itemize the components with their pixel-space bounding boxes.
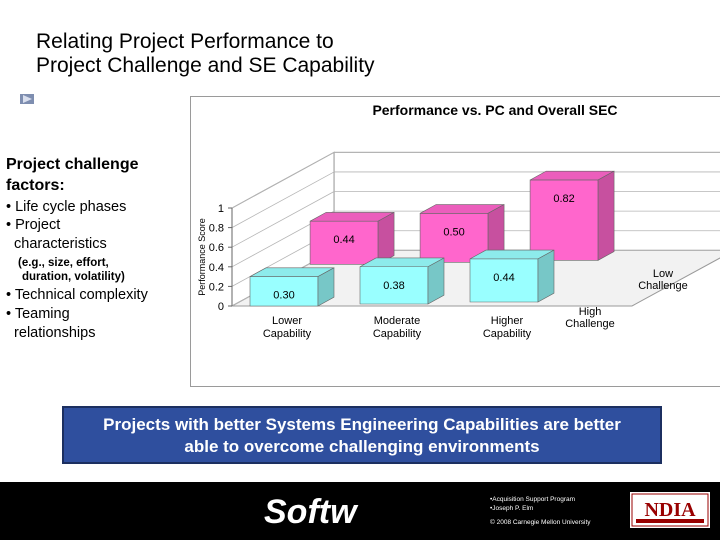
bullet-arrow-icon bbox=[20, 94, 34, 104]
series-label-low: Low bbox=[653, 268, 673, 280]
software-logo-text: Softw bbox=[264, 495, 359, 527]
challenge-factor-item: • Technical complexity bbox=[6, 286, 186, 305]
chart-title: Performance vs. PC and Overall SEC bbox=[372, 102, 617, 118]
challenge-factor-line: • Project bbox=[6, 217, 61, 233]
gridline-side bbox=[231, 191, 335, 248]
challenge-factor-item: • Life cycle phases bbox=[6, 198, 186, 217]
category-label: Moderate bbox=[374, 315, 420, 327]
series-label-low: Challenge bbox=[638, 280, 688, 292]
callout-line-2: able to overcome challenging environment… bbox=[184, 437, 540, 456]
ndia-logo: NDIA bbox=[630, 492, 710, 528]
callout-line-1: Projects with better Systems Engineering… bbox=[103, 415, 621, 434]
y-tick-label: 0.6 bbox=[209, 242, 224, 254]
bar-side bbox=[377, 211, 395, 265]
bar-value-label: 0.44 bbox=[333, 234, 354, 246]
y-tick-label: 0.2 bbox=[209, 281, 224, 293]
sidebar-heading: Project challenge factors: bbox=[6, 154, 181, 196]
challenge-factor-line: relationships bbox=[6, 325, 96, 341]
title-line-2: Project Challenge and SE Capability bbox=[36, 54, 375, 77]
challenge-factor-line: duration, volatility) bbox=[22, 271, 125, 283]
bar-side bbox=[597, 170, 615, 261]
conclusion-callout: Projects with better Systems Engineering… bbox=[62, 406, 662, 464]
category-label: Capability bbox=[483, 328, 532, 340]
bar-side bbox=[427, 257, 445, 305]
y-tick-label: 0.4 bbox=[209, 262, 224, 274]
challenge-factor-line: characteristics bbox=[6, 236, 107, 252]
bar-value-label: 0.44 bbox=[493, 272, 514, 284]
bar-value-label: 0.50 bbox=[443, 226, 464, 238]
footer-note-3: © 2008 Carnegie Mellon University bbox=[490, 519, 591, 526]
challenge-factor-line: • Teaming bbox=[6, 306, 70, 322]
bar-value-label: 0.30 bbox=[273, 290, 294, 302]
category-label: Capability bbox=[263, 328, 312, 340]
y-tick-label: 0.8 bbox=[209, 223, 224, 235]
sidebar-heading-line-1: Project challenge bbox=[6, 156, 139, 173]
challenge-factor-line: (e.g., size, effort, bbox=[18, 257, 109, 269]
challenge-factor-item: • Teaming relationships bbox=[6, 305, 186, 343]
y-tick-label: 1 bbox=[218, 203, 224, 215]
software-logo: Softw bbox=[264, 495, 359, 527]
footer-note-2: •Joseph P. Elm bbox=[490, 505, 534, 512]
performance-chart: 0 0.2 0.4 0.6 0.8 1 Performance Score Performan… bbox=[197, 102, 720, 340]
y-tick-label: 0 bbox=[218, 301, 224, 313]
slide-title: Relating Project Performance to Project … bbox=[36, 30, 556, 78]
challenge-factor-line: • Technical complexity bbox=[6, 287, 148, 303]
category-label: Lower bbox=[272, 315, 302, 327]
bar-value-label: 0.38 bbox=[383, 280, 404, 292]
y-axis-label: Performance Score bbox=[197, 218, 207, 296]
challenge-factor-line: • Life cycle phases bbox=[6, 199, 127, 215]
series-label-high: High bbox=[579, 306, 602, 318]
gridline-side bbox=[231, 151, 335, 209]
bar-side bbox=[537, 249, 555, 303]
category-label: Higher bbox=[491, 315, 524, 327]
challenge-factor-item: • Project characteristics bbox=[6, 216, 186, 254]
challenge-factor-item: (e.g., size, effort, duration, volatility… bbox=[18, 256, 198, 284]
bar-side bbox=[317, 267, 335, 307]
series-label-high: Challenge bbox=[565, 318, 615, 330]
footer-note-1: •Acquisition Support Program bbox=[490, 496, 576, 503]
footer-bar bbox=[0, 482, 720, 540]
gridline-side bbox=[231, 171, 335, 228]
footer-notes: •Acquisition Support Program •Joseph P. … bbox=[490, 495, 591, 527]
sidebar-heading-line-2: factors: bbox=[6, 177, 65, 194]
ndia-logo-text: NDIA bbox=[644, 499, 696, 521]
category-label: Capability bbox=[373, 328, 422, 340]
bar-value-label: 0.82 bbox=[553, 193, 574, 205]
title-line-1: Relating Project Performance to bbox=[36, 30, 334, 53]
